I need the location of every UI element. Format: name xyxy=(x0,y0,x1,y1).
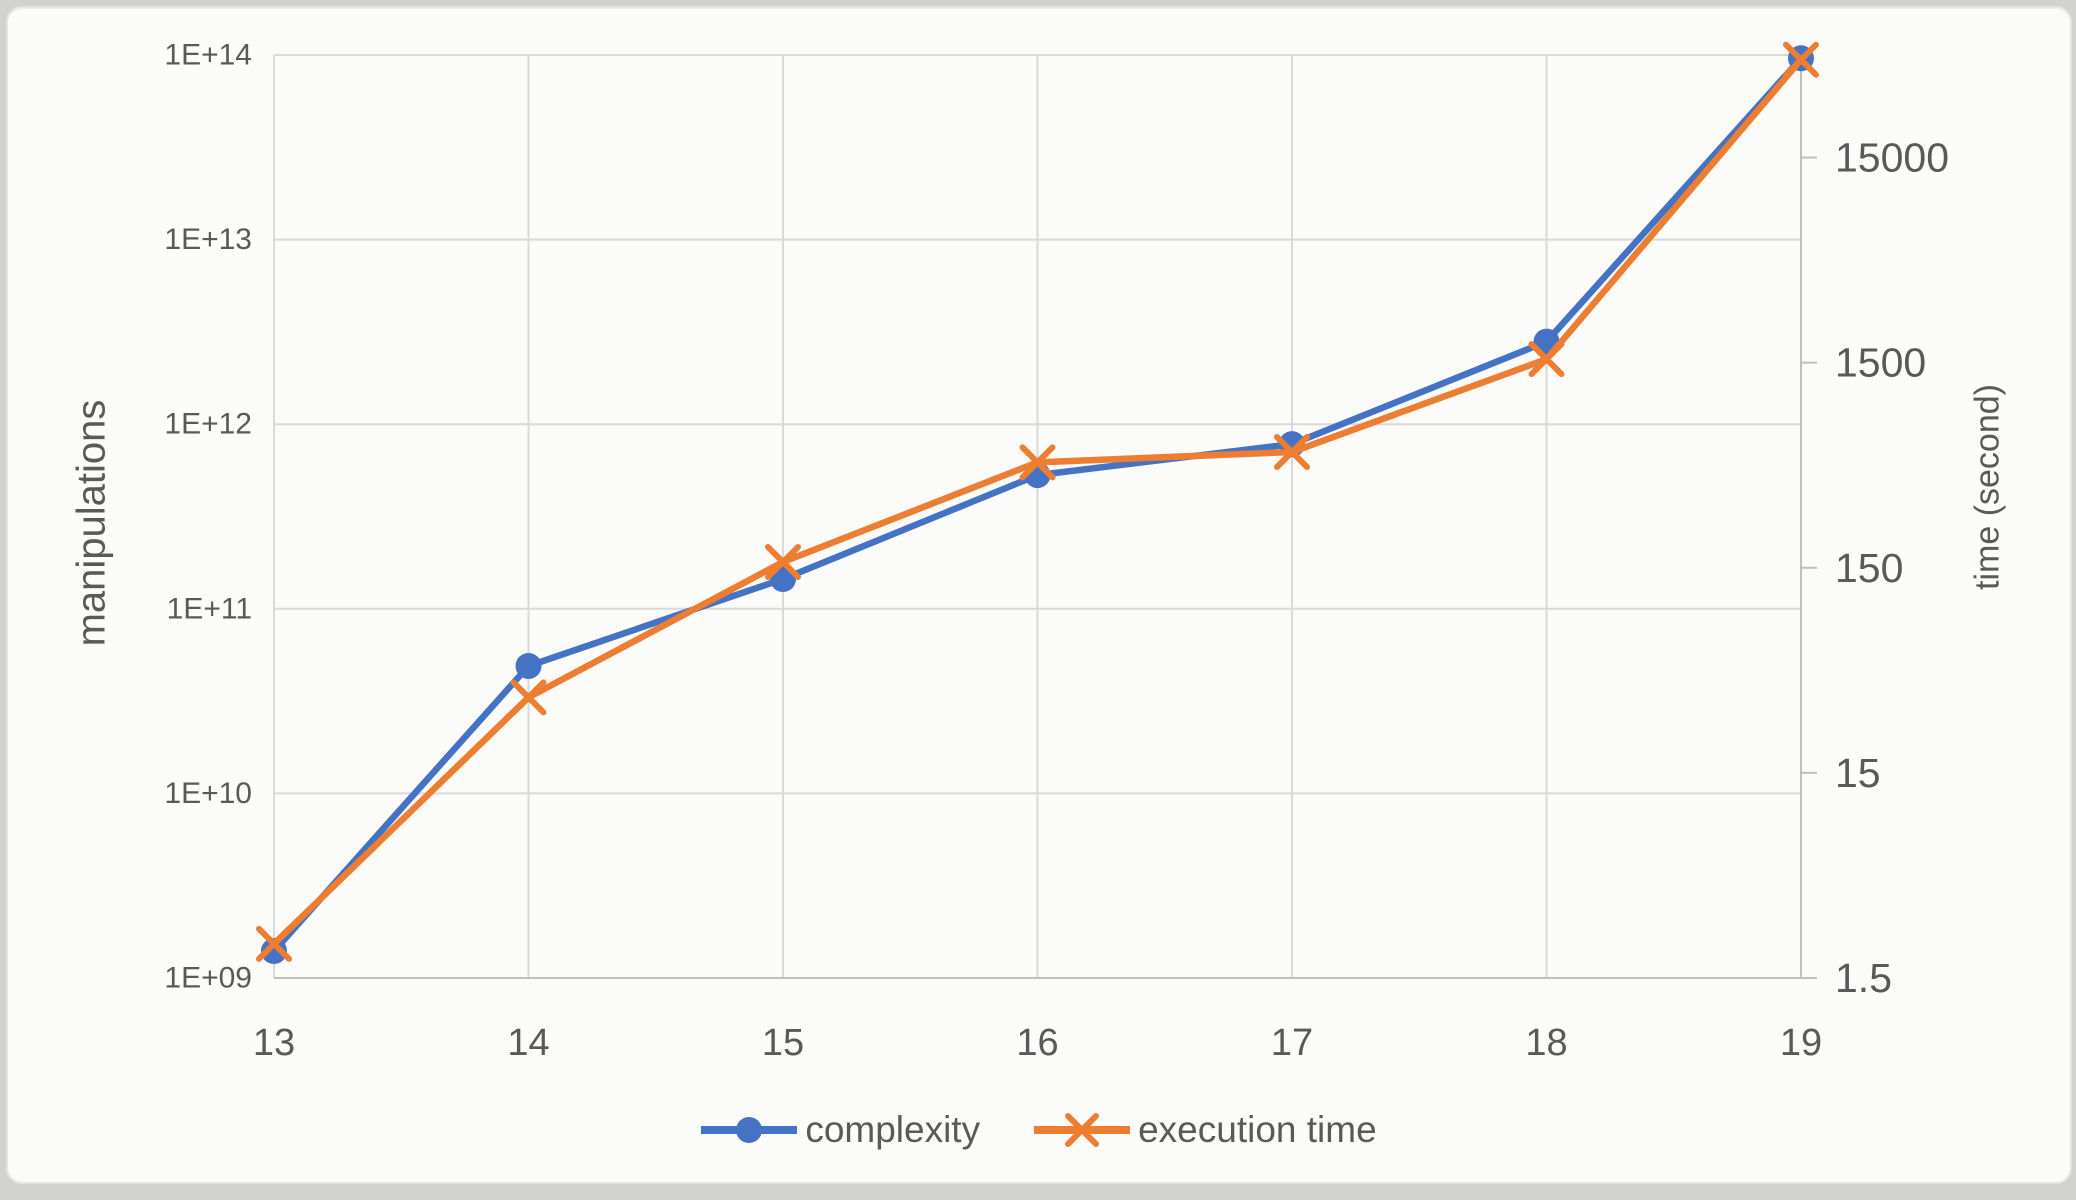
data-point-execution-time xyxy=(510,679,547,716)
right-axis-title: time (second) xyxy=(1968,384,2007,590)
right-axis-tick-label: 150 xyxy=(1835,545,1903,591)
left-axis-tick-label: 1E+12 xyxy=(164,408,252,441)
x-axis-tick-label: 17 xyxy=(1271,1022,1313,1064)
right-axis-tick-label: 1500 xyxy=(1835,340,1926,386)
x-axis-tick-label: 15 xyxy=(762,1022,804,1064)
chart-card xyxy=(6,6,2072,1184)
data-point-execution-time xyxy=(1783,41,1819,78)
data-point-execution-time xyxy=(1019,444,1056,481)
left-axis-tick-label: 1E+13 xyxy=(164,223,252,256)
x-axis-tick-label: 16 xyxy=(1016,1022,1058,1064)
x-axis-tick-label: 18 xyxy=(1525,1022,1567,1064)
legend-label-execution-time: execution time xyxy=(1138,1109,1377,1150)
data-point-execution-time xyxy=(256,925,292,962)
left-axis-tick-label: 1E+11 xyxy=(167,592,252,625)
complexity-legend-marker-icon xyxy=(701,1117,798,1143)
legend: complexity execution time xyxy=(0,1100,2076,1160)
right-axis-tick-label: 15000 xyxy=(1835,135,1949,181)
left-axis-tick-label: 1E+14 xyxy=(164,39,252,72)
right-axis-tick-label: 1.5 xyxy=(1835,955,1892,1001)
data-point-execution-time xyxy=(1528,341,1565,378)
data-point-complexity xyxy=(261,938,287,965)
legend-item-execution-time: execution time xyxy=(1032,1109,1377,1151)
legend-label-complexity: complexity xyxy=(805,1109,981,1150)
left-axis-tick-label: 1E+10 xyxy=(164,777,252,810)
data-point-execution-time xyxy=(765,544,801,581)
right-axis-tick-label: 15 xyxy=(1835,750,1881,796)
left-axis-tick-label: 1E+09 xyxy=(164,962,252,995)
data-point-execution-time xyxy=(1274,434,1310,471)
data-point-complexity xyxy=(515,652,542,679)
execution-time-legend-marker-icon xyxy=(1034,1113,1131,1147)
left-axis-title: manipulations xyxy=(69,399,114,647)
x-axis-tick-label: 19 xyxy=(1780,1022,1822,1064)
x-axis-tick-label: 13 xyxy=(253,1022,295,1064)
legend-item-complexity: complexity xyxy=(699,1109,980,1151)
x-axis-tick-label: 14 xyxy=(507,1022,549,1064)
